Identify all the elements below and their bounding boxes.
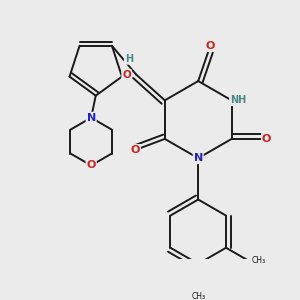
Text: CH₃: CH₃ bbox=[191, 292, 205, 300]
Text: N: N bbox=[194, 153, 203, 163]
Text: H: H bbox=[125, 54, 133, 64]
Text: O: O bbox=[122, 70, 131, 80]
Text: CH₃: CH₃ bbox=[252, 256, 266, 265]
Text: O: O bbox=[206, 41, 215, 51]
Text: N: N bbox=[86, 113, 96, 123]
Text: O: O bbox=[262, 134, 271, 144]
Text: O: O bbox=[131, 145, 140, 155]
Text: O: O bbox=[86, 160, 96, 170]
Text: NH: NH bbox=[230, 95, 246, 105]
